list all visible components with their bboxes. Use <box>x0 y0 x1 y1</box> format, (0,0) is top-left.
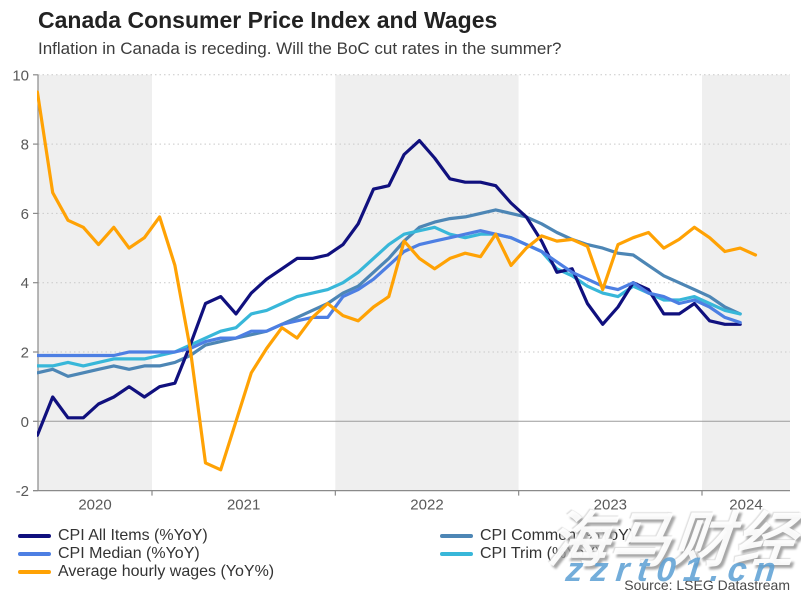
y-tick-label: 8 <box>21 137 29 154</box>
legend-column-right: CPI Common (%YoY) CPI Trim (%YoY) <box>440 527 634 563</box>
legend-label: CPI Median (%YoY) <box>58 545 200 562</box>
legend-label: CPI Common (%YoY) <box>480 527 635 544</box>
x-tick-label: 2023 <box>594 497 627 514</box>
y-tick-label: 4 <box>21 275 29 292</box>
y-tick-label: -2 <box>16 483 29 500</box>
series-line-cpi-trim-yoy <box>37 225 742 368</box>
legend-swatch <box>18 569 51 575</box>
year-band-2020 <box>38 74 152 491</box>
series-line-cpi-common-yoy <box>37 208 742 378</box>
legend-swatch <box>440 533 473 539</box>
legend-item: CPI Common (%YoY) <box>440 527 634 545</box>
source-attribution: Source: LSEG Datastream <box>624 577 790 593</box>
x-tick-label: 2021 <box>227 497 260 514</box>
legend-item: CPI Median (%YoY) <box>18 545 274 563</box>
legend-swatch <box>18 551 51 557</box>
x-tick-label: 2020 <box>78 497 111 514</box>
legend-item: Average hourly wages (YoY%) <box>18 563 274 581</box>
page-subtitle: Inflation in Canada is receding. Will th… <box>38 39 562 58</box>
legend-swatch <box>440 551 473 557</box>
legend-label: CPI Trim (%YoY) <box>480 545 601 562</box>
page-title: Canada Consumer Price Index and Wages <box>38 7 498 33</box>
legend-swatch <box>18 533 51 539</box>
legend-item: CPI Trim (%YoY) <box>440 545 634 563</box>
y-tick-label: 0 <box>21 414 29 431</box>
series-line-cpi-median-yoy <box>37 229 742 358</box>
series-line-average-hourly-wages-yoy <box>37 90 758 472</box>
series-line-cpi-all-items-yoy <box>37 139 742 437</box>
x-tick-label: 2022 <box>410 497 443 514</box>
legend-label: CPI All Items (%YoY) <box>58 527 208 544</box>
y-tick-label: 10 <box>12 67 29 84</box>
legend-label: Average hourly wages (YoY%) <box>58 563 275 580</box>
y-tick-label: 2 <box>21 345 29 362</box>
x-tick-label: 2024 <box>729 497 762 514</box>
legend-column-left: CPI All Items (%YoY) CPI Median (%YoY) Ave… <box>18 527 274 581</box>
y-tick-label: 6 <box>21 206 29 223</box>
legend-item: CPI All Items (%YoY) <box>18 527 274 545</box>
